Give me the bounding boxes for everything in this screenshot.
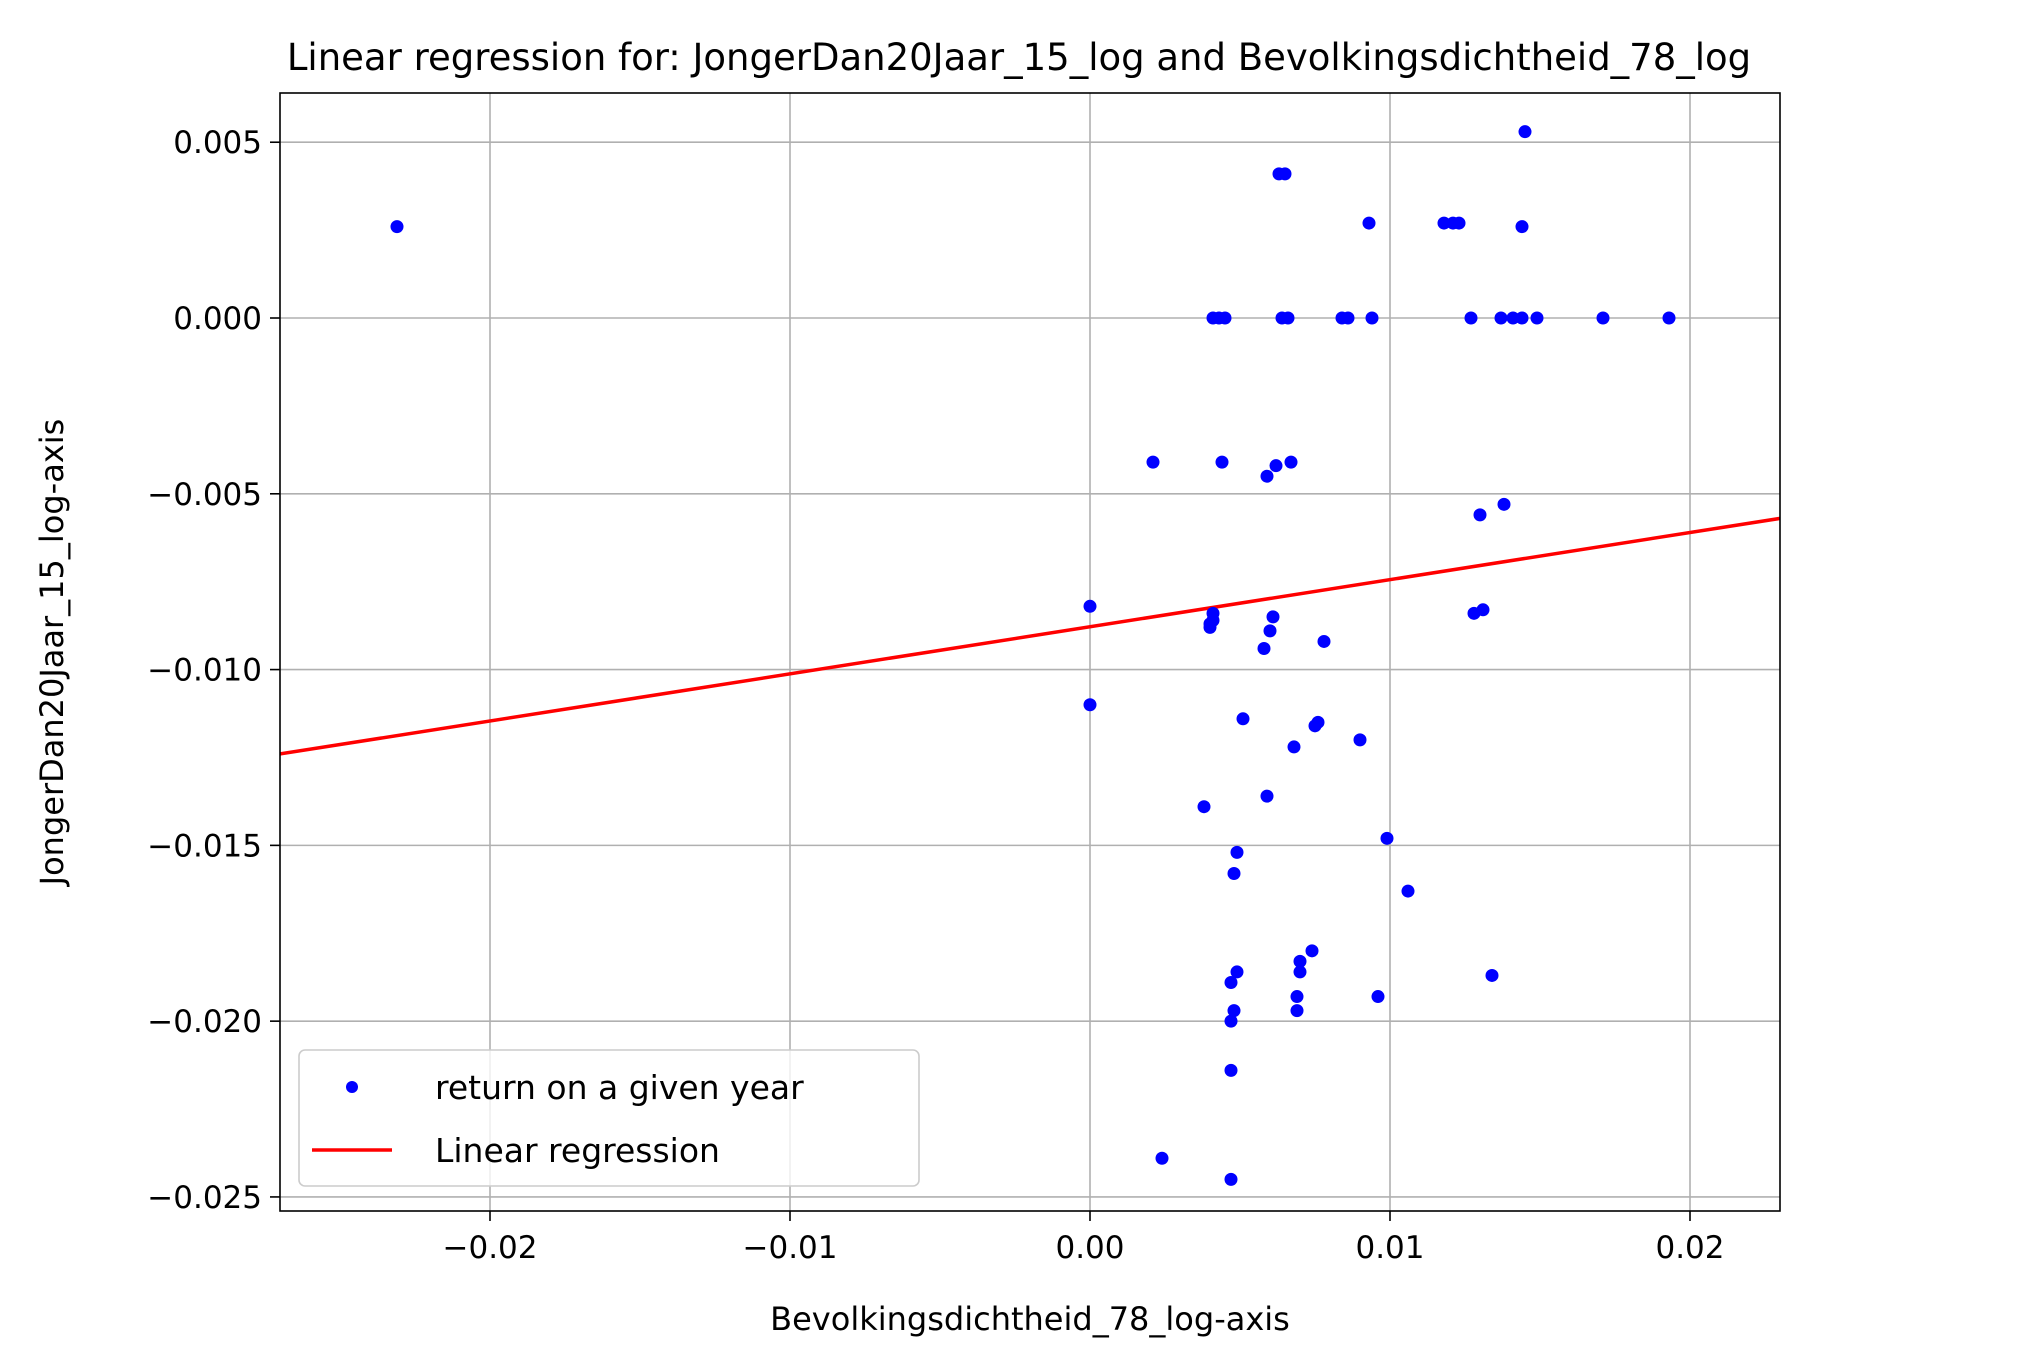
y-tick-label: 0.005	[173, 125, 262, 161]
data-point	[1380, 831, 1394, 845]
data-point	[1083, 698, 1097, 712]
chart-title: Linear regression for: JongerDan20Jaar_1…	[287, 36, 1751, 79]
y-tick-label: −0.005	[147, 477, 262, 513]
data-point	[1530, 311, 1544, 325]
data-point	[1278, 167, 1292, 181]
regression-line-layer	[280, 516, 1780, 756]
data-point	[1224, 975, 1238, 989]
data-point	[1227, 866, 1241, 880]
y-axis-ticks: 0.005 0.000 −0.005 −0.010 −0.015 −0.020 −0.025	[147, 125, 280, 1216]
data-point	[1293, 965, 1307, 979]
y-tick-label: −0.010	[147, 653, 262, 689]
data-point	[1596, 311, 1610, 325]
y-axis-label: JongerDan20Jaar_15_log-axis	[33, 419, 71, 888]
data-point	[1371, 990, 1385, 1004]
x-tick-label: 0.01	[1355, 1230, 1424, 1266]
x-tick-label: 0.00	[1055, 1230, 1124, 1266]
legend: return on a given year Linear regression	[298, 1049, 920, 1187]
plot-frame	[279, 92, 1781, 1212]
data-point	[1260, 469, 1274, 483]
data-point	[1293, 954, 1307, 968]
data-point	[1341, 311, 1355, 325]
data-point	[1353, 733, 1367, 747]
data-points-layer	[390, 125, 1676, 1186]
data-point	[1269, 459, 1283, 473]
data-point	[1311, 715, 1325, 729]
data-point	[1401, 884, 1415, 898]
data-point	[1227, 1004, 1241, 1018]
data-point	[1206, 613, 1220, 627]
data-point	[1317, 634, 1331, 648]
data-point	[1515, 311, 1529, 325]
data-point	[1662, 311, 1676, 325]
legend-scatter-marker	[346, 1081, 358, 1093]
data-point	[1485, 968, 1499, 982]
data-point	[1362, 216, 1376, 230]
data-point	[1230, 965, 1244, 979]
x-tick-label: 0.02	[1655, 1230, 1724, 1266]
data-point	[1263, 624, 1277, 638]
y-tick-label: 0.000	[173, 301, 262, 337]
data-point	[1473, 508, 1487, 522]
data-point	[1494, 311, 1508, 325]
data-point	[1287, 740, 1301, 754]
data-point	[1305, 944, 1319, 958]
data-point	[1224, 1063, 1238, 1077]
data-point	[1083, 599, 1097, 613]
data-point	[1290, 1004, 1304, 1018]
x-tick-label: −0.02	[443, 1230, 538, 1266]
data-point	[1281, 311, 1295, 325]
data-point	[1257, 641, 1271, 655]
data-point	[1290, 990, 1304, 1004]
data-point	[1236, 712, 1250, 726]
data-point	[1452, 216, 1466, 230]
regression-line	[280, 516, 1780, 756]
data-point	[1215, 455, 1229, 469]
data-point	[1197, 800, 1211, 814]
data-point	[1284, 455, 1298, 469]
data-point	[1155, 1151, 1169, 1165]
data-point	[1224, 1172, 1238, 1186]
data-point	[1437, 216, 1451, 230]
y-tick-label: −0.015	[147, 828, 262, 864]
data-point	[1506, 311, 1520, 325]
y-tick-label: −0.025	[147, 1180, 262, 1216]
data-point	[1218, 311, 1232, 325]
x-axis-label: Bevolkingsdichtheid_78_log-axis	[770, 1300, 1290, 1338]
y-tick-label: −0.020	[147, 1004, 262, 1040]
legend-box	[298, 1049, 920, 1187]
data-point	[1515, 220, 1529, 234]
data-point	[1260, 789, 1274, 803]
data-point	[1365, 311, 1379, 325]
data-point	[1146, 455, 1160, 469]
legend-label-points: return on a given year	[435, 1068, 804, 1107]
data-point	[1518, 125, 1532, 139]
x-axis-ticks: −0.02 −0.01 0.00 0.01 0.02	[443, 1211, 1725, 1266]
x-tick-label: −0.01	[743, 1230, 838, 1266]
grid-lines	[280, 93, 1780, 1211]
legend-label-regression: Linear regression	[435, 1131, 720, 1170]
data-point	[390, 220, 404, 234]
data-point	[1224, 1014, 1238, 1028]
data-point	[1497, 497, 1511, 511]
data-point	[1230, 845, 1244, 859]
data-point	[1266, 610, 1280, 624]
data-point	[1476, 603, 1490, 617]
data-point	[1464, 311, 1478, 325]
